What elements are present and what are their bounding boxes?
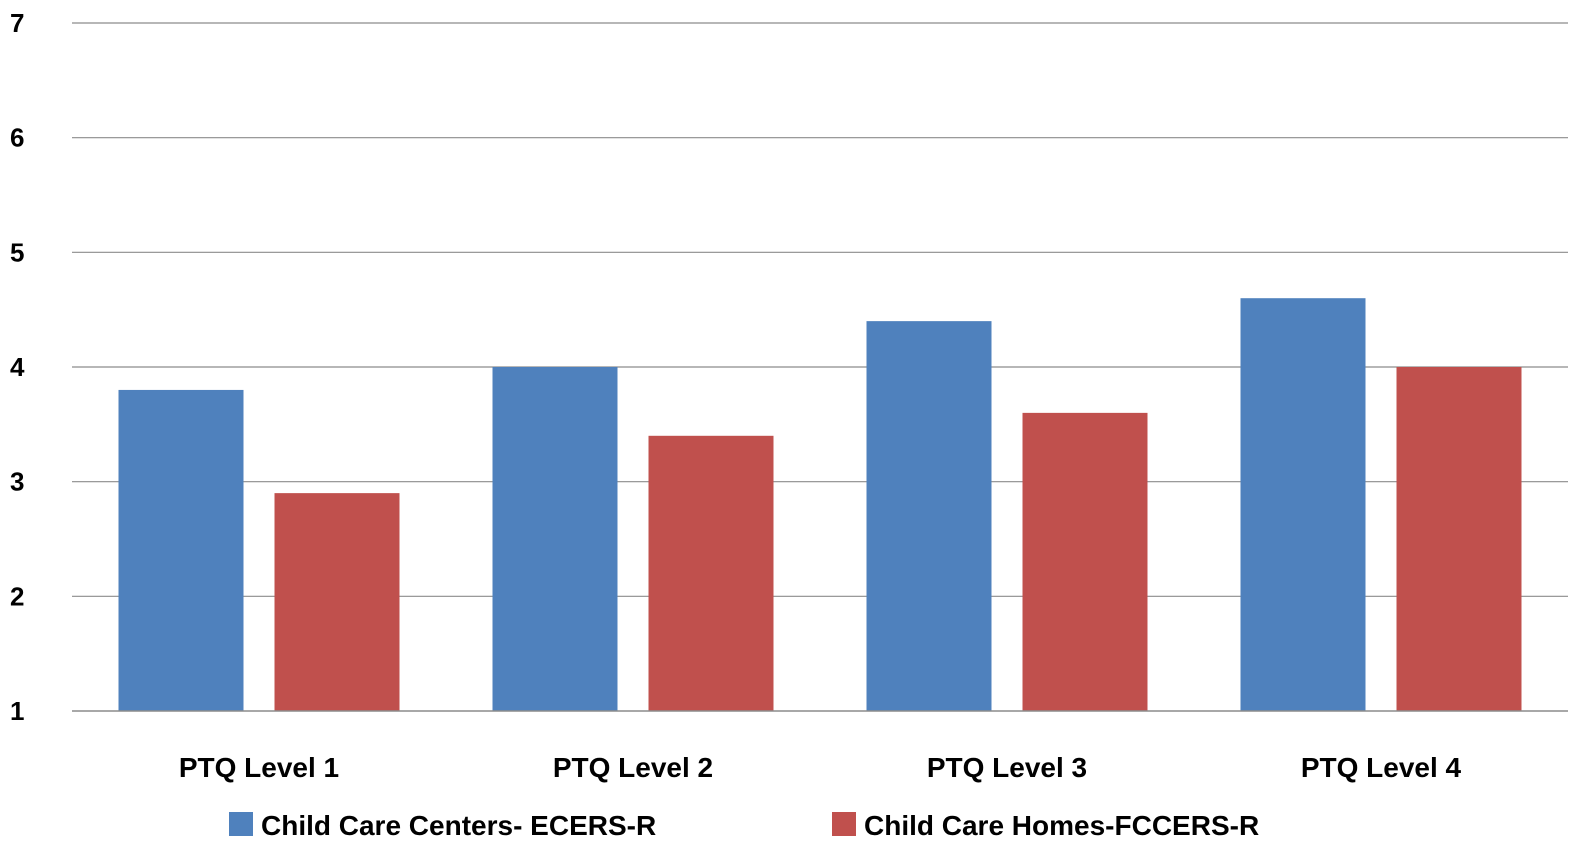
x-tick-label: PTQ Level 1: [179, 752, 339, 783]
legend-label: Child Care Homes-FCCERS-R: [864, 810, 1259, 841]
bar-centers-level-1: [118, 389, 244, 711]
bar-homes-level-2: [648, 435, 774, 711]
legend-swatch: [832, 812, 856, 836]
bar-centers-level-4: [1240, 298, 1366, 711]
y-tick-label: 6: [10, 123, 24, 153]
x-axis-category-labels: PTQ Level 1 PTQ Level 2 PTQ Level 3 PTQ Lev…: [179, 752, 1462, 783]
x-tick-label: PTQ Level 4: [1301, 752, 1462, 783]
bar-centers-level-3: [866, 321, 992, 711]
legend-swatch: [229, 812, 253, 836]
y-tick-label: 1: [10, 696, 24, 726]
bar-homes-level-1: [274, 493, 400, 711]
x-tick-label: PTQ Level 3: [927, 752, 1087, 783]
legend-label: Child Care Centers- ECERS-R: [261, 810, 656, 841]
y-axis-tick-labels: 1 2 3 4 5 6 7: [10, 8, 25, 726]
y-tick-label: 2: [10, 581, 24, 611]
y-tick-label: 7: [10, 8, 24, 38]
y-tick-label: 5: [10, 237, 24, 267]
bar-homes-level-4: [1396, 367, 1522, 711]
bar-centers-level-2: [492, 367, 618, 711]
legend: Child Care Centers- ECERS-R Child Care Ho…: [229, 810, 1259, 841]
bar-homes-level-3: [1022, 412, 1148, 711]
y-tick-label: 3: [10, 467, 24, 497]
y-tick-label: 4: [10, 352, 25, 382]
x-tick-label: PTQ Level 2: [553, 752, 713, 783]
bars: [118, 298, 1522, 711]
